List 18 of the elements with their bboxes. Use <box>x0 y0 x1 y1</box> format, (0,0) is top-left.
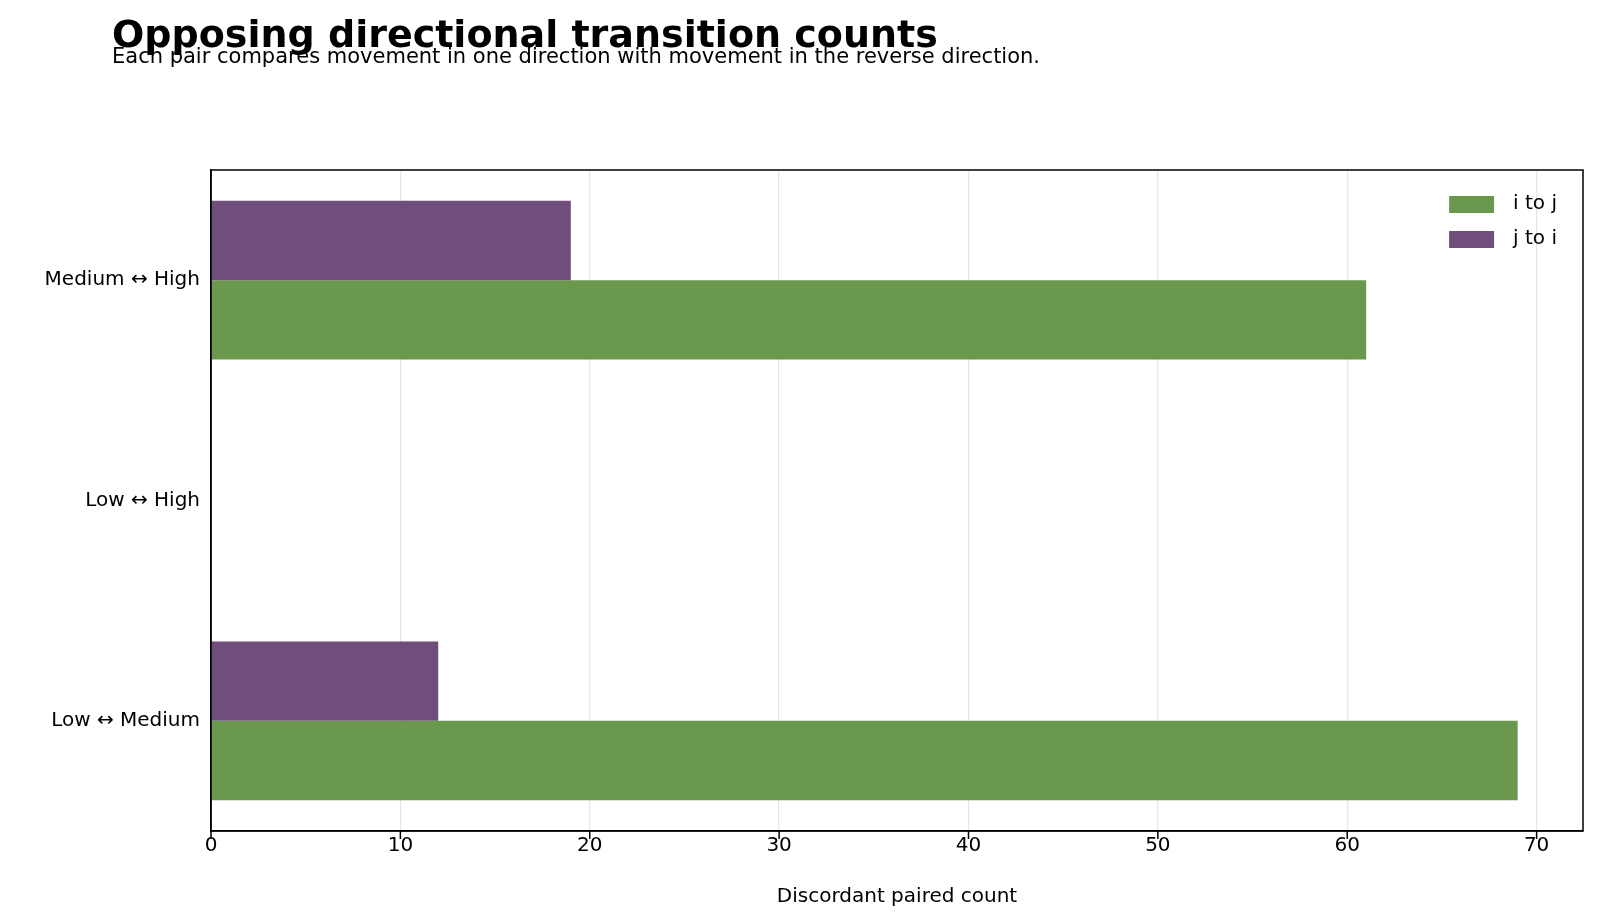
y-tick-label: Low ↔ Medium <box>51 707 200 732</box>
legend-label: j to i <box>1512 225 1557 250</box>
x-tick-label: 40 <box>955 832 982 857</box>
bar <box>211 280 1367 360</box>
bar <box>211 641 439 721</box>
y-tick-label: Medium ↔ High <box>44 266 200 291</box>
x-tick-label: 20 <box>577 832 603 857</box>
x-tick-label: 50 <box>1145 832 1171 857</box>
x-tick-label: 70 <box>1523 832 1550 857</box>
x-tick-label: 10 <box>387 832 414 857</box>
y-tick-label: Low ↔ High <box>85 486 200 511</box>
x-tick-label: 0 <box>204 832 218 857</box>
x-tick-label: 30 <box>766 832 792 857</box>
bar <box>211 720 1518 801</box>
bar <box>211 200 571 281</box>
legend-label: i to j <box>1513 190 1557 215</box>
x-axis-title: Discordant paired count <box>776 883 1018 908</box>
x-tick-label: 60 <box>1334 832 1360 857</box>
